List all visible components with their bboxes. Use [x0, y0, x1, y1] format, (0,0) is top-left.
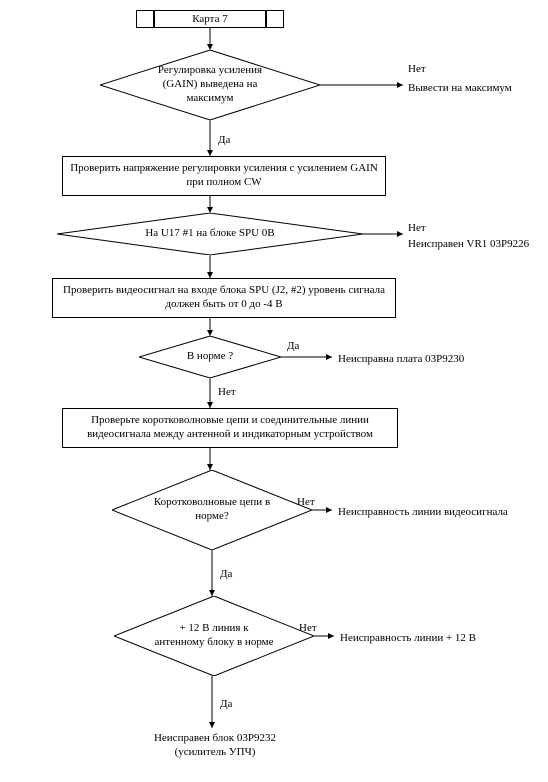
process-check-shortwave: Проверьте коротковолновые цепи и соедини…	[62, 408, 398, 448]
decision-in-norm: В норме ?	[139, 336, 281, 378]
process-check-gain-voltage-text: Проверить напряжение регулировки усилени…	[67, 162, 381, 190]
terminator: Карта 7	[154, 10, 266, 28]
d4-no-label: Нет	[297, 496, 315, 510]
d1-yes-label: Да	[218, 134, 230, 148]
decision-u17-text: На U17 #1 на блоке SPU 0В	[145, 227, 274, 241]
d4-yes-label: Да	[220, 568, 232, 582]
decision-gain-max-text: Регулировка усиления (GAIN) выведена на …	[144, 64, 276, 105]
process-check-video-text: Проверить видеосигнал на входе блока SPU…	[57, 284, 391, 312]
final-result: Неисправен блок 03Р9232 (усилитель УПЧ)	[135, 732, 295, 760]
decision-u17: На U17 #1 на блоке SPU 0В	[57, 213, 363, 255]
terminator-side-left	[136, 10, 154, 28]
d2-no-label: Нет	[408, 222, 426, 236]
d1-no-label: Нет	[408, 63, 426, 77]
process-check-video: Проверить видеосигнал на входе блока SPU…	[52, 278, 396, 318]
d5-no-label: Нет	[299, 622, 317, 636]
d5-no-action: Неисправность линии + 12 В	[340, 632, 476, 646]
decision-12v-line: + 12 В линия к антенному блоку в норме	[114, 596, 314, 676]
d3-yes-label: Да	[287, 340, 299, 354]
process-check-gain-voltage: Проверить напряжение регулировки усилени…	[62, 156, 386, 196]
terminator-label: Карта 7	[192, 13, 228, 25]
decision-shortwave-norm-text: Коротковолновые цепи в норме?	[152, 496, 272, 524]
d4-no-action: Неисправность линии видеосигнала	[338, 506, 508, 520]
decision-shortwave-norm: Коротковолновые цепи в норме?	[112, 470, 312, 550]
d2-no-action: Неисправен VR1 03P9226	[408, 238, 529, 252]
decision-gain-max: Регулировка усиления (GAIN) выведена на …	[100, 50, 320, 120]
decision-12v-line-text: + 12 В линия к антенному блоку в норме	[154, 622, 274, 650]
d3-yes-action: Неисправна плата 03Р9230	[338, 353, 464, 367]
d3-no-label: Нет	[218, 386, 236, 400]
terminator-side-right	[266, 10, 284, 28]
decision-in-norm-text: В норме ?	[187, 350, 233, 364]
process-check-shortwave-text: Проверьте коротковолновые цепи и соедини…	[67, 414, 393, 442]
d5-yes-label: Да	[220, 698, 232, 712]
d1-no-action: Вывести на максимум	[408, 82, 512, 96]
